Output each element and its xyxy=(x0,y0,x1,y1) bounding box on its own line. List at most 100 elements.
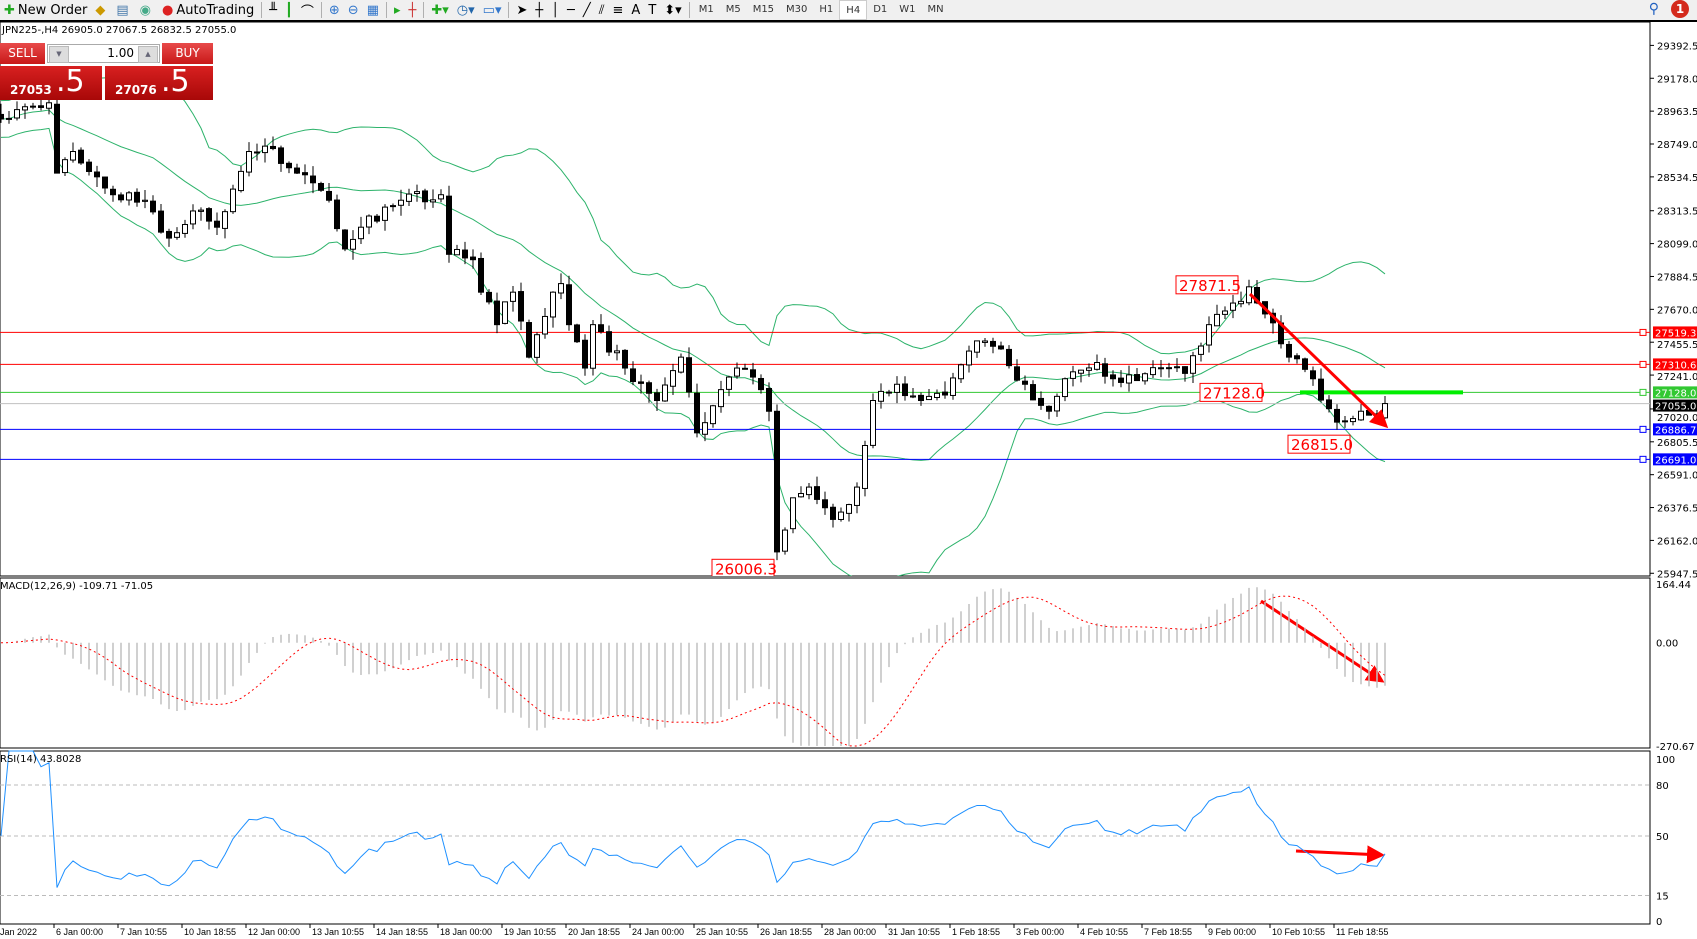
candle-body xyxy=(358,226,364,240)
rsi-tick-label: 100 xyxy=(1656,755,1675,766)
candle-body xyxy=(662,384,668,402)
candle-body xyxy=(726,376,732,390)
macd-tick-label: 164.44 xyxy=(1656,580,1691,591)
level-price-tag xyxy=(1653,358,1697,371)
candle-body xyxy=(1358,410,1364,421)
candle-body xyxy=(486,291,492,303)
timeframe-m1[interactable]: M1 xyxy=(698,3,714,15)
candle-body xyxy=(54,103,60,174)
timeframe-w1[interactable]: W1 xyxy=(899,3,916,15)
candle-body xyxy=(910,395,916,398)
buy-price-button[interactable]: 27076 .5 xyxy=(105,64,213,100)
chart-shift-button[interactable]: ┼ xyxy=(405,1,421,19)
zoom-out-button[interactable]: ⊖ xyxy=(344,1,363,19)
timeframe-h1[interactable]: H1 xyxy=(819,3,834,15)
candle-body xyxy=(1070,371,1076,379)
candle-body xyxy=(774,410,780,553)
candle-body xyxy=(846,504,852,514)
candlestick-button[interactable]: ┃ xyxy=(281,1,297,19)
level-handle xyxy=(1639,360,1647,368)
equidistant-channel-button[interactable]: ⫽ xyxy=(595,1,609,19)
autoscroll-button[interactable]: ▸ xyxy=(390,1,405,19)
candle-body xyxy=(278,147,284,164)
candle-body xyxy=(598,324,604,333)
candle-body xyxy=(1062,378,1068,398)
rsi-tick-label: 15 xyxy=(1656,892,1669,903)
bar-chart-button[interactable]: ╨ xyxy=(265,1,281,19)
crosshair-button[interactable]: ┼ xyxy=(531,1,547,19)
candle-body xyxy=(614,350,620,354)
candle-body xyxy=(934,392,940,398)
level-price-label: 26886.7 xyxy=(1655,425,1696,436)
candle-body xyxy=(310,175,316,184)
candle-body xyxy=(134,191,140,203)
timeframe-m5[interactable]: M5 xyxy=(725,3,741,15)
text-label-button[interactable]: T xyxy=(644,1,660,19)
autotrading-button[interactable]: ● AutoTrading xyxy=(161,2,255,18)
candle-body xyxy=(318,182,324,191)
timeframe-h4[interactable]: H4 xyxy=(839,0,868,20)
buy-button[interactable]: BUY xyxy=(162,43,213,64)
fibonacci-button[interactable]: ≡ xyxy=(609,1,628,19)
zoom-in-button[interactable]: ⊕ xyxy=(325,1,344,19)
sell-price-button[interactable]: 27053 .5 xyxy=(0,64,102,100)
candle-body xyxy=(142,199,148,202)
text-button[interactable]: A xyxy=(627,1,644,19)
candle-body xyxy=(206,208,212,222)
metaeditor-button[interactable]: ◆ xyxy=(91,1,112,19)
divider xyxy=(386,2,387,18)
candle-body xyxy=(6,117,12,120)
candle-body xyxy=(270,145,276,150)
indicators-button[interactable]: ✚▾ xyxy=(427,1,452,19)
candle-body xyxy=(374,215,380,222)
trendline-button[interactable]: ╱ xyxy=(579,1,595,19)
candle-body xyxy=(150,200,156,213)
line-chart-button[interactable]: ⌒ xyxy=(297,1,318,20)
candle-body xyxy=(262,145,268,154)
price-tick-label: 28963.5 xyxy=(1657,107,1697,118)
templates-button[interactable]: ▭▾ xyxy=(479,1,506,19)
decrease-lot-button[interactable]: ▼ xyxy=(49,46,69,63)
notification-badge[interactable]: 1 xyxy=(1671,0,1689,18)
candle-body xyxy=(894,383,900,393)
strategy-tester-button[interactable]: ▤ xyxy=(112,1,135,19)
macd-trend-arrow xyxy=(1260,599,1385,683)
vertical-line-button[interactable]: │ xyxy=(547,1,563,19)
sell-button[interactable]: SELL xyxy=(0,43,45,64)
price-tick-label: 29178.0 xyxy=(1657,74,1697,85)
price-label-box xyxy=(1287,434,1351,454)
candle-body xyxy=(1142,373,1148,382)
candle-body xyxy=(238,170,244,192)
arrows-icon: ⬍▾ xyxy=(664,2,682,18)
candle-body xyxy=(566,284,572,326)
lot-size-stepper[interactable]: ▼ ▲ xyxy=(47,44,160,63)
candle-body xyxy=(1182,366,1188,374)
search-icon[interactable]: ⚲ xyxy=(1648,1,1659,17)
timeframe-d1[interactable]: D1 xyxy=(873,3,888,15)
indicators-icon: ✚▾ xyxy=(431,2,449,18)
new-order-button[interactable]: ✚ New Order xyxy=(4,2,88,18)
price-tick-label: 26805.5 xyxy=(1657,438,1697,449)
increase-lot-button[interactable]: ▲ xyxy=(138,46,158,63)
horizontal-line-button[interactable]: ─ xyxy=(563,1,579,19)
candle-body xyxy=(438,194,444,200)
candle-body xyxy=(30,105,36,108)
level-price-label: 26691.0 xyxy=(1655,455,1696,466)
timeframe-m30[interactable]: M30 xyxy=(786,3,808,15)
cursor-button[interactable]: ➤ xyxy=(512,1,531,19)
candle-body xyxy=(694,392,700,434)
rsi-panel-frame xyxy=(0,750,1651,925)
periods-button[interactable]: ◷▾ xyxy=(453,1,479,19)
lot-size-input[interactable] xyxy=(70,46,134,60)
candle-body xyxy=(342,229,348,250)
candle-body xyxy=(1086,367,1092,371)
candle-body xyxy=(1326,399,1332,410)
timeframe-m15[interactable]: M15 xyxy=(752,3,775,15)
signals-button[interactable]: ◉ xyxy=(136,1,158,19)
candle-body xyxy=(366,215,372,228)
rsi-trend-arrow xyxy=(1295,845,1385,864)
timeframe-mn[interactable]: MN xyxy=(927,3,944,15)
arrows-button[interactable]: ⬍▾ xyxy=(660,1,685,19)
tile-windows-button[interactable]: ▦ xyxy=(363,1,383,19)
